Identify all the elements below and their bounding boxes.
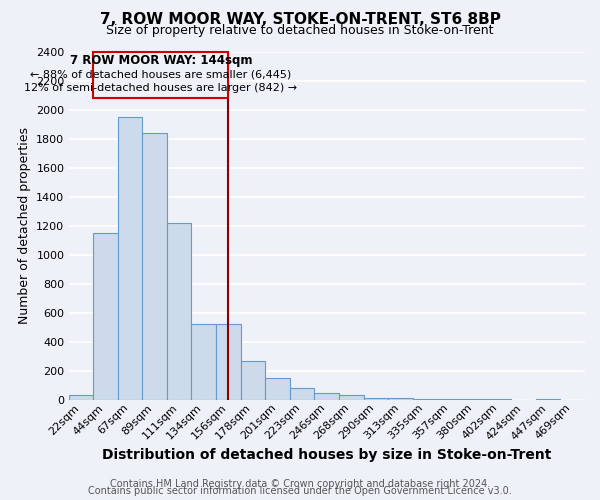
Text: Contains public sector information licensed under the Open Government Licence v3: Contains public sector information licen… <box>88 486 512 496</box>
Text: 12% of semi-detached houses are larger (842) →: 12% of semi-detached houses are larger (… <box>24 82 298 92</box>
Bar <box>437 399 462 400</box>
FancyBboxPatch shape <box>93 52 229 98</box>
Bar <box>388 398 413 400</box>
Bar <box>191 324 216 400</box>
Text: Size of property relative to detached houses in Stoke-on-Trent: Size of property relative to detached ho… <box>106 24 494 37</box>
Bar <box>364 398 388 400</box>
Bar <box>241 362 265 400</box>
Bar <box>413 399 437 400</box>
Bar <box>68 396 93 400</box>
Text: 7 ROW MOOR WAY: 144sqm: 7 ROW MOOR WAY: 144sqm <box>70 54 252 68</box>
Bar <box>265 378 290 400</box>
Text: Contains HM Land Registry data © Crown copyright and database right 2024.: Contains HM Land Registry data © Crown c… <box>110 479 490 489</box>
Bar <box>339 394 364 400</box>
Text: ← 88% of detached houses are smaller (6,445): ← 88% of detached houses are smaller (6,… <box>30 70 292 80</box>
X-axis label: Distribution of detached houses by size in Stoke-on-Trent: Distribution of detached houses by size … <box>102 448 551 462</box>
Bar <box>536 399 560 400</box>
Bar <box>167 222 191 400</box>
Bar <box>142 133 167 400</box>
Bar <box>290 388 314 400</box>
Bar <box>216 324 241 400</box>
Y-axis label: Number of detached properties: Number of detached properties <box>17 127 31 324</box>
Text: 7, ROW MOOR WAY, STOKE-ON-TRENT, ST6 8BP: 7, ROW MOOR WAY, STOKE-ON-TRENT, ST6 8BP <box>100 12 500 28</box>
Bar <box>314 394 339 400</box>
Bar <box>118 117 142 400</box>
Bar <box>93 233 118 400</box>
